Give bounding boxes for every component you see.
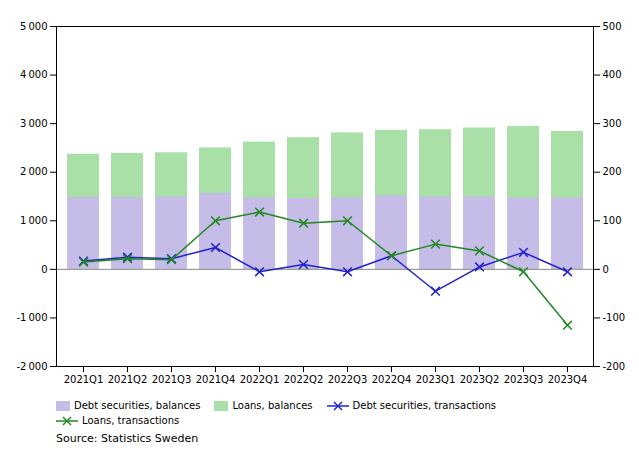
svg-text:2023Q2: 2023Q2 (460, 374, 500, 385)
svg-text:1 000: 1 000 (20, 215, 47, 226)
svg-text:2022Q3: 2022Q3 (328, 374, 368, 385)
svg-text:2023Q4: 2023Q4 (548, 374, 588, 385)
svg-text:-100: -100 (603, 312, 626, 323)
svg-text:0: 0 (603, 264, 609, 275)
html-text:Loans, balances: Loans, balances (232, 400, 313, 411)
svg-text:400: 400 (603, 69, 622, 80)
html-text:Loans, transactions: Loans, transactions (82, 415, 180, 426)
svg-text:-1 000: -1 000 (16, 312, 47, 323)
svg-text:2023Q3: 2023Q3 (504, 374, 544, 385)
svg-text:2023Q1: 2023Q1 (416, 374, 456, 385)
svg-text:2022Q2: 2022Q2 (284, 374, 324, 385)
svg-text:-2 000: -2 000 (16, 361, 47, 372)
svg-text:500: 500 (603, 21, 622, 32)
svg-text:300: 300 (603, 118, 622, 129)
svg-text:-200: -200 (603, 361, 626, 372)
svg-text:4 000: 4 000 (20, 69, 47, 80)
svg-text:0: 0 (41, 264, 47, 275)
html-text:Source: Statistics Sweden: Source: Statistics Sweden (56, 432, 199, 445)
svg-text:2022Q4: 2022Q4 (372, 374, 412, 385)
svg-text:2021Q3: 2021Q3 (152, 374, 192, 385)
svg-text:3 000: 3 000 (20, 118, 47, 129)
svg-text:2 000: 2 000 (20, 166, 47, 177)
svg-text:2021Q2: 2021Q2 (108, 374, 148, 385)
svg-text:2021Q1: 2021Q1 (64, 374, 104, 385)
svg-text:200: 200 (603, 166, 622, 177)
svg-text:100: 100 (603, 215, 622, 226)
svg-text:2021Q4: 2021Q4 (196, 374, 236, 385)
html-text:Debt securities, balances: Debt securities, balances (74, 400, 201, 411)
svg-text:2022Q1: 2022Q1 (240, 374, 280, 385)
html-text:Debt securities, transactions: Debt securities, transactions (352, 400, 496, 411)
svg-text:5 000: 5 000 (20, 21, 47, 32)
